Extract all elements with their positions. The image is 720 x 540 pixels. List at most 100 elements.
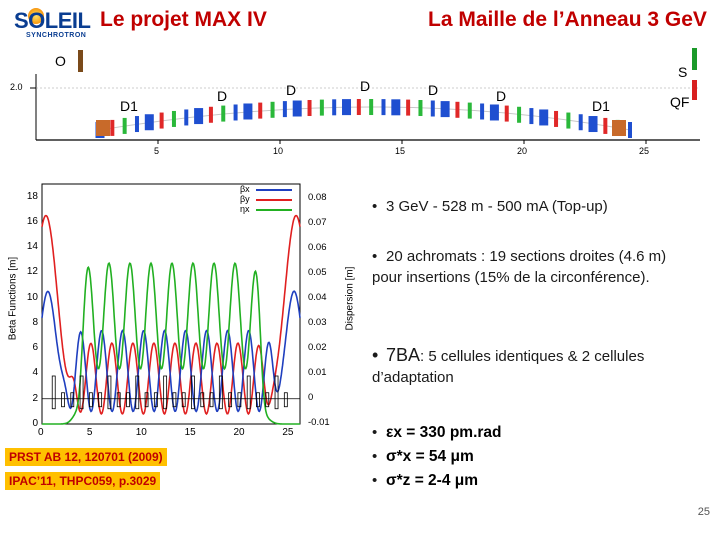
lattice-element bbox=[88, 392, 93, 408]
left-tick: 14 bbox=[26, 241, 38, 253]
magnet bbox=[517, 106, 522, 123]
magnet bbox=[406, 99, 411, 116]
magnet bbox=[578, 114, 583, 131]
logo-subtitle: SYNCHROTRON bbox=[26, 32, 87, 39]
legend-eta: ηx bbox=[240, 204, 250, 214]
magnet bbox=[539, 109, 549, 126]
right-tick: 0.08 bbox=[308, 192, 327, 203]
magnet bbox=[332, 99, 337, 116]
lattice-label-d: D bbox=[217, 88, 228, 104]
left-tick: 16 bbox=[26, 215, 38, 227]
right-axis-label: Dispersion [m] bbox=[344, 266, 356, 331]
bullet-emittance: • εx = 330 pm.rad bbox=[372, 424, 502, 441]
bottom-tick: 20 bbox=[233, 427, 245, 438]
magnet bbox=[554, 110, 559, 127]
lattice-element bbox=[191, 375, 195, 410]
lattice-x-tick: 15 bbox=[395, 146, 406, 156]
lattice-element bbox=[246, 375, 251, 410]
end-magnet bbox=[96, 120, 110, 136]
lattice-label-d: D bbox=[428, 82, 439, 98]
bullet-parameters: • 3 GeV - 528 m - 500 mA (Top-up) bbox=[372, 198, 608, 215]
lattice-element bbox=[98, 392, 103, 408]
magnet bbox=[588, 116, 598, 133]
lattice-element bbox=[172, 392, 177, 408]
left-tick: 6 bbox=[32, 342, 38, 354]
magnet bbox=[391, 99, 401, 116]
lattice-x-tick: 25 bbox=[639, 146, 650, 156]
magnet bbox=[342, 99, 352, 116]
magnet bbox=[233, 104, 238, 121]
magnet bbox=[171, 110, 176, 127]
lattice-x-tick: 20 bbox=[517, 146, 528, 156]
sigma-x-symbol: σ*x bbox=[386, 448, 412, 465]
magnet bbox=[184, 109, 189, 126]
lattice-x-tick: 5 bbox=[154, 146, 160, 156]
end-magnet bbox=[612, 120, 626, 136]
left-tick: 0 bbox=[32, 418, 38, 429]
slide-heading: La Maille de l’Anneau 3 GeV bbox=[428, 8, 707, 31]
magnet bbox=[270, 101, 275, 118]
legend-betay: βy bbox=[240, 194, 250, 204]
lattice-element bbox=[153, 392, 158, 408]
optics-svg bbox=[41, 183, 301, 425]
magnet bbox=[319, 99, 324, 116]
logo-word: SOLEIL bbox=[14, 8, 91, 33]
legend-betax: βx bbox=[240, 184, 250, 194]
lattice-x-tick: 10 bbox=[273, 146, 284, 156]
lattice-label-s: S bbox=[678, 64, 688, 80]
right-tick: -0.01 bbox=[308, 417, 330, 428]
lattice-layout: O D1 D D D D D D1 QF S 2.0 5 10 15 20 25 bbox=[0, 44, 720, 164]
right-tick: 0.01 bbox=[308, 367, 327, 378]
right-tick: 0.05 bbox=[308, 267, 327, 278]
magnet bbox=[243, 103, 253, 120]
bottom-tick: 10 bbox=[135, 427, 147, 438]
lattice-label-d1-right: D1 bbox=[592, 98, 610, 114]
sigma-x-value: = 54 μm bbox=[411, 448, 474, 465]
lattice-element bbox=[228, 392, 233, 408]
bottom-tick: 0 bbox=[38, 427, 44, 438]
bullet-text: 3 GeV - 528 m - 500 mA (Top-up) bbox=[386, 198, 608, 215]
lattice-element bbox=[116, 392, 121, 408]
right-tick: 0.06 bbox=[308, 242, 327, 253]
left-tick: 4 bbox=[32, 367, 38, 379]
lattice-y-tick: 2.0 bbox=[10, 82, 23, 92]
right-tick: 0.03 bbox=[308, 317, 327, 328]
magnet bbox=[292, 100, 302, 117]
lattice-element bbox=[135, 375, 140, 410]
lattice-element bbox=[126, 392, 130, 408]
bullet-lead: 7BA bbox=[386, 345, 421, 365]
lattice-element bbox=[209, 392, 214, 408]
slide-number: 25 bbox=[697, 506, 710, 518]
left-tick: 18 bbox=[26, 190, 38, 202]
bullet-7ba: • 7BA: 5 cellules identiques & 2 cellules… bbox=[372, 345, 645, 386]
magnet bbox=[208, 106, 213, 123]
magnet bbox=[307, 100, 312, 117]
magnet bbox=[258, 102, 263, 119]
sigma-z-symbol: σ*z bbox=[386, 472, 411, 489]
left-axis-label: Beta Functions [m] bbox=[7, 256, 19, 341]
emittance-value: = 330 pm.rad bbox=[401, 424, 502, 441]
soleil-logo: SOLEIL SYNCHROTRON bbox=[4, 4, 96, 42]
magnet bbox=[467, 102, 472, 119]
lattice-label-d: D bbox=[360, 78, 371, 94]
magnet bbox=[566, 112, 571, 129]
lattice-element bbox=[70, 392, 75, 408]
lattice-element bbox=[79, 375, 84, 410]
emittance-symbol: εx bbox=[386, 424, 402, 441]
lattice-label-qf: QF bbox=[670, 94, 690, 110]
reference-ipac: IPAC’11, THPC059, p.3029 bbox=[5, 472, 161, 490]
lattice-element bbox=[274, 375, 279, 410]
bullet-achromats: • 20 achromats : 19 sections droites (4.6… bbox=[372, 248, 667, 286]
magnet bbox=[221, 105, 226, 122]
series-eta bbox=[42, 261, 300, 425]
magnet bbox=[440, 101, 450, 118]
left-tick: 12 bbox=[26, 266, 38, 278]
magnet bbox=[603, 117, 608, 134]
reference-prst: PRST AB 12, 120701 (2009) bbox=[5, 448, 167, 466]
right-tick: 0.02 bbox=[308, 342, 327, 353]
magnet bbox=[356, 99, 361, 116]
lattice-element bbox=[107, 375, 112, 410]
magnet bbox=[144, 114, 154, 131]
bullet-text: 20 achromats : 19 sections droites (4.6 … bbox=[372, 248, 667, 286]
lattice-element bbox=[283, 392, 288, 408]
